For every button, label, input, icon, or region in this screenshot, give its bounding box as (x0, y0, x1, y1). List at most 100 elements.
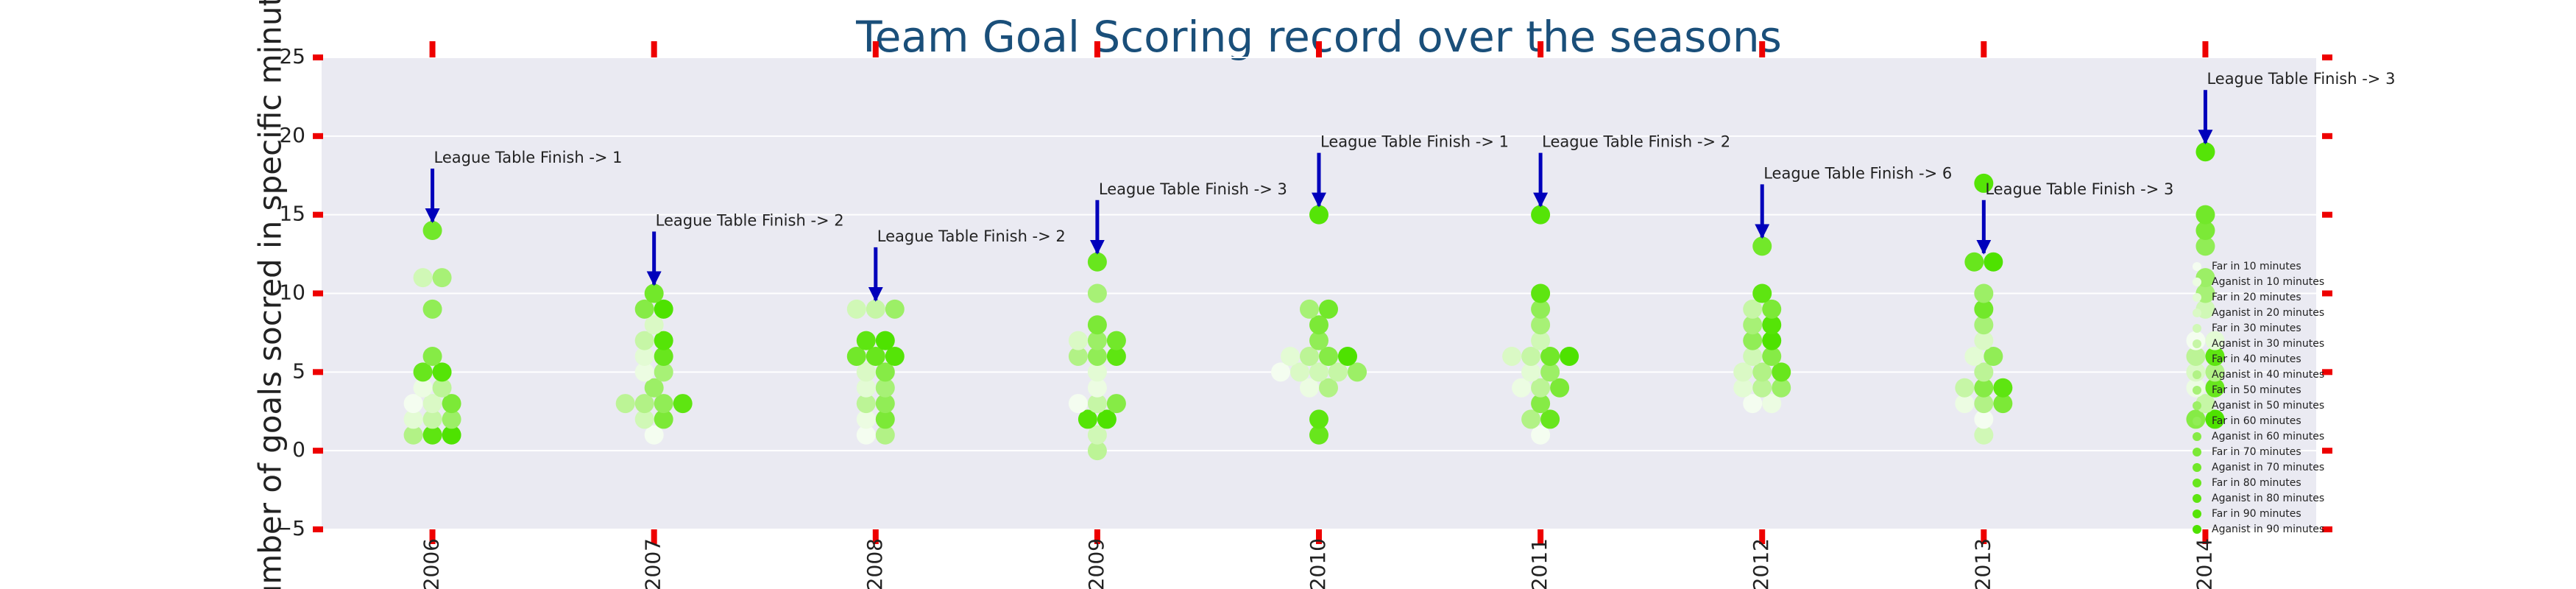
data-point (1309, 425, 1328, 445)
data-point (866, 346, 885, 366)
data-point (1087, 331, 1107, 350)
data-point (1300, 299, 1319, 319)
data-point (422, 409, 442, 429)
data-point (1531, 394, 1551, 414)
x-tick-label: -2013 (1970, 538, 1995, 589)
data-point (875, 331, 895, 350)
data-point (644, 425, 664, 445)
data-point (2195, 221, 2215, 241)
data-point (1974, 283, 1994, 303)
legend-marker (2193, 448, 2201, 456)
data-point (1772, 378, 1791, 398)
legend-marker (2193, 355, 2201, 364)
data-point (856, 331, 876, 350)
y-tick-label: −5 (275, 516, 305, 540)
data-point (1762, 394, 1782, 414)
data-point (1762, 315, 1782, 335)
data-point (885, 346, 905, 366)
data-point (1087, 315, 1107, 335)
data-point (1974, 425, 1994, 445)
data-point (1087, 362, 1107, 382)
data-point (1068, 331, 1088, 350)
data-point (1964, 252, 1984, 272)
data-point (1540, 346, 1560, 366)
data-point (1974, 299, 1994, 319)
data-point (1106, 331, 1126, 350)
x-tick-label: -2011 (1527, 538, 1551, 589)
data-point (1743, 315, 1763, 335)
legend-label: Far in 30 minutes (2212, 322, 2301, 334)
legend-label: Far in 80 minutes (2212, 477, 2301, 489)
data-point (654, 346, 673, 366)
data-point (654, 331, 673, 350)
data-point (1068, 346, 1088, 366)
data-point (875, 425, 895, 445)
legend-marker (2193, 339, 2201, 348)
data-point (644, 283, 664, 303)
data-point (654, 409, 673, 429)
data-point (422, 394, 442, 414)
data-point (1974, 378, 1994, 398)
data-point (1531, 331, 1551, 350)
data-point (654, 362, 673, 382)
data-point (1752, 362, 1772, 382)
data-point (1281, 346, 1300, 366)
data-point (2195, 236, 2215, 256)
data-point (2205, 362, 2225, 382)
data-point (856, 409, 876, 429)
data-point (1087, 378, 1107, 398)
data-point (1097, 409, 1117, 429)
data-point (1338, 346, 1357, 366)
data-point (1512, 378, 1532, 398)
data-point (442, 394, 461, 414)
annotation-text: League Table Finish -> 6 (1763, 164, 1952, 182)
data-point (442, 409, 461, 429)
data-point (1319, 346, 1338, 366)
data-point (1309, 205, 1328, 225)
legend-marker (2193, 386, 2201, 395)
data-point (1502, 346, 1522, 366)
annotation-text: League Table Finish -> 2 (877, 228, 1066, 245)
data-point (1984, 346, 2003, 366)
annotation-text: League Table Finish -> 3 (1985, 180, 2173, 198)
data-point (2205, 409, 2225, 429)
data-point (856, 362, 876, 382)
data-point (1087, 283, 1107, 303)
data-point (1309, 331, 1328, 350)
data-point (615, 394, 635, 414)
data-point (1752, 236, 1772, 256)
data-point (856, 425, 876, 445)
data-point (1087, 425, 1107, 445)
x-tick-label: -2014 (2192, 538, 2216, 589)
y-tick-label: 0 (292, 437, 305, 462)
data-point (1521, 409, 1541, 429)
data-point (1964, 346, 1984, 366)
data-point (1560, 346, 1579, 366)
annotation-text: League Table Finish -> 1 (434, 149, 623, 166)
data-point (1319, 299, 1338, 319)
data-point (1772, 362, 1791, 382)
data-point (654, 394, 673, 414)
data-point (1974, 173, 1994, 193)
legend-marker (2193, 417, 2201, 426)
data-point (403, 409, 423, 429)
y-axis-label: Number of goals socred in specific minut… (252, 0, 289, 589)
legend-label: Aganist in 80 minutes (2212, 493, 2324, 504)
data-point (875, 378, 895, 398)
legend-marker (2193, 494, 2201, 503)
y-tick-label: 25 (279, 44, 305, 68)
data-point (1087, 252, 1107, 272)
data-point (422, 299, 442, 319)
data-point (1290, 362, 1309, 382)
legend-label: Far in 70 minutes (2212, 446, 2301, 458)
legend-marker (2193, 370, 2201, 379)
data-point (634, 346, 654, 366)
legend-label: Aganist in 40 minutes (2212, 369, 2324, 381)
data-point (432, 268, 452, 288)
data-point (413, 378, 433, 398)
data-point (422, 221, 442, 241)
data-point (2205, 346, 2225, 366)
x-tick-label: -2009 (1084, 538, 1108, 589)
data-point (1531, 378, 1551, 398)
